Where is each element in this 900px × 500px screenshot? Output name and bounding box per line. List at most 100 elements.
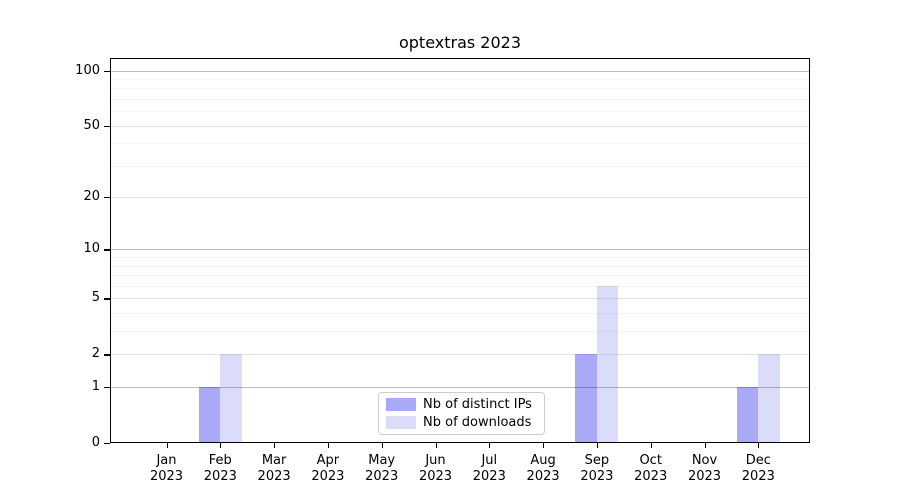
legend-label-distinct-ips: Nb of distinct IPs bbox=[423, 397, 532, 412]
x-tick bbox=[166, 443, 168, 448]
bar-downloads bbox=[220, 354, 242, 443]
x-tick-label: Apr 2023 bbox=[298, 453, 358, 485]
x-tick-label-month: Jul bbox=[481, 453, 498, 468]
gridline bbox=[110, 313, 810, 315]
legend-label-downloads: Nb of downloads bbox=[423, 415, 532, 430]
gridline bbox=[110, 143, 810, 145]
y-tick-label: 50 bbox=[83, 117, 100, 133]
chart-title: optextras 2023 bbox=[398, 33, 522, 52]
x-tick-label: Mar 2023 bbox=[244, 453, 304, 485]
x-tick-label-year: 2023 bbox=[687, 469, 722, 484]
gridline bbox=[110, 257, 810, 259]
x-tick-label-year: 2023 bbox=[634, 469, 668, 484]
x-tick-label: Oct 2023 bbox=[621, 453, 681, 485]
x-tick-label: Feb 2023 bbox=[190, 453, 250, 485]
y-tick-label: 20 bbox=[83, 189, 100, 205]
x-tick-label: Dec 2023 bbox=[728, 453, 788, 485]
x-tick bbox=[704, 443, 706, 448]
plot-area bbox=[110, 58, 810, 443]
gridline bbox=[110, 387, 810, 389]
gridline bbox=[110, 275, 810, 277]
x-tick-label: Nov 2023 bbox=[675, 453, 735, 485]
x-tick bbox=[596, 443, 599, 448]
x-tick bbox=[274, 443, 276, 448]
gridline bbox=[110, 197, 810, 199]
y-tick-label: 0 bbox=[91, 435, 100, 450]
x-tick-label-month: Oct bbox=[639, 453, 662, 468]
gridline bbox=[110, 88, 810, 90]
legend-swatch-distinct-ips bbox=[386, 398, 416, 411]
x-tick-label: Sep 2023 bbox=[567, 453, 627, 485]
x-tick-label: May 2023 bbox=[352, 453, 412, 485]
gridline bbox=[110, 111, 810, 113]
gridline bbox=[110, 298, 810, 300]
y-tick bbox=[104, 197, 110, 199]
x-tick-label-month: Mar bbox=[261, 453, 287, 468]
x-tick-label-year: 2023 bbox=[418, 469, 453, 484]
x-tick-label-year: 2023 bbox=[311, 469, 345, 484]
gridline bbox=[110, 354, 810, 356]
y-tick bbox=[104, 354, 110, 356]
x-tick-label-year: 2023 bbox=[526, 469, 560, 484]
gridline bbox=[110, 98, 810, 100]
x-tick-label-month: Jan bbox=[156, 453, 177, 468]
x-tick-label-month: Sep bbox=[584, 453, 610, 468]
y-tick bbox=[104, 298, 110, 300]
gridline bbox=[110, 265, 810, 267]
x-tick-label-month: May bbox=[368, 453, 396, 468]
x-tick-label: Jan 2023 bbox=[137, 453, 197, 485]
y-tick bbox=[104, 443, 110, 445]
x-tick-label-year: 2023 bbox=[472, 469, 506, 484]
y-tick-label: 2 bbox=[91, 346, 100, 362]
x-tick-label-year: 2023 bbox=[149, 469, 184, 484]
x-tick-label-month: Feb bbox=[208, 453, 232, 468]
bar-distinct-ips bbox=[736, 387, 759, 443]
legend-item-downloads: Nb of downloads bbox=[386, 415, 544, 430]
x-tick bbox=[381, 443, 383, 448]
x-tick-label-month: Dec bbox=[745, 453, 771, 468]
x-tick bbox=[543, 443, 545, 448]
y-tick-label: 100 bbox=[75, 62, 100, 78]
x-tick-label-month: Nov bbox=[691, 453, 718, 468]
legend-item-distinct-ips: Nb of distinct IPs bbox=[386, 397, 544, 412]
x-tick-label: Jul 2023 bbox=[459, 453, 519, 485]
gridline bbox=[110, 249, 810, 251]
gridline bbox=[110, 165, 810, 167]
x-tick-label-year: 2023 bbox=[257, 469, 291, 484]
x-tick-label: Jun 2023 bbox=[406, 453, 466, 485]
gridline bbox=[110, 125, 810, 127]
x-tick bbox=[758, 443, 760, 448]
x-tick-label-year: 2023 bbox=[365, 469, 399, 484]
y-tick bbox=[104, 249, 110, 251]
y-tick-label: 1 bbox=[91, 379, 100, 395]
x-tick-label-year: 2023 bbox=[203, 469, 237, 484]
x-tick bbox=[435, 443, 437, 448]
y-tick-label: 5 bbox=[91, 290, 100, 306]
x-tick-label-month: Apr bbox=[316, 453, 340, 468]
legend: Nb of distinct IPs Nb of downloads bbox=[378, 392, 545, 435]
y-tick bbox=[104, 125, 110, 127]
y-tick bbox=[104, 387, 110, 389]
bar-downloads bbox=[596, 285, 619, 443]
y-tick-label: 10 bbox=[83, 241, 100, 257]
plot-frame bbox=[110, 58, 810, 443]
x-tick-label-month: Jun bbox=[425, 453, 446, 468]
bar-distinct-ips bbox=[198, 387, 221, 443]
gridline bbox=[110, 70, 810, 72]
gridline bbox=[110, 331, 810, 333]
x-tick-label-year: 2023 bbox=[580, 469, 614, 484]
bar-distinct-ips bbox=[575, 354, 597, 443]
y-tick bbox=[104, 70, 110, 72]
x-tick bbox=[650, 443, 652, 448]
legend-swatch-downloads bbox=[386, 416, 416, 429]
gridline bbox=[110, 285, 810, 287]
x-tick bbox=[220, 443, 222, 448]
x-tick-label-year: 2023 bbox=[741, 469, 775, 484]
bar-downloads bbox=[758, 354, 780, 443]
x-tick-label-month: Aug bbox=[530, 453, 556, 468]
x-tick-label: Aug 2023 bbox=[513, 453, 573, 485]
x-tick bbox=[489, 443, 491, 448]
gridline bbox=[110, 78, 810, 80]
x-tick bbox=[327, 443, 330, 448]
